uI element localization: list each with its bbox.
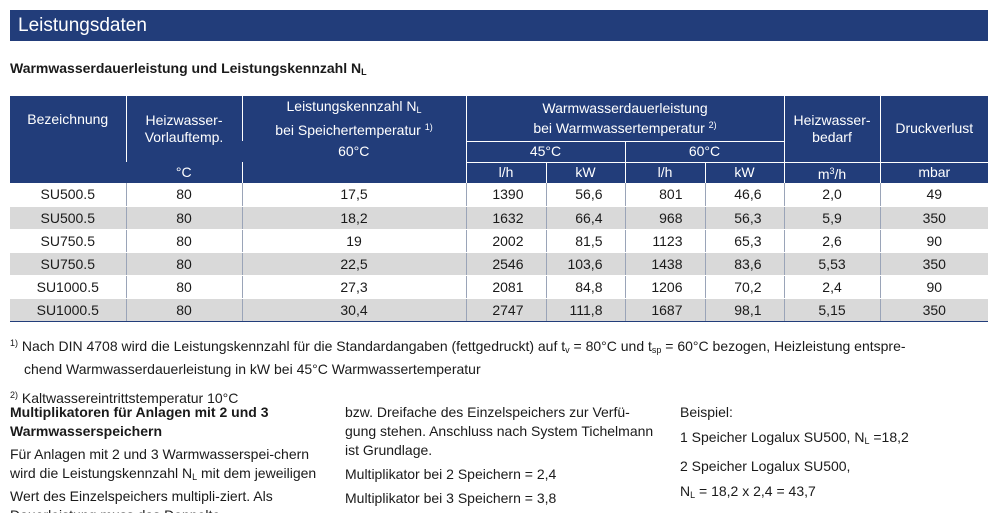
cell-kw45: 56,6: [546, 183, 625, 206]
cell-nl: 27,3: [242, 275, 466, 298]
table-row: SU500.5 80 17,5 1390 56,6 801 46,6 2,0 4…: [10, 183, 988, 206]
cell-lh45: 2747: [466, 298, 546, 321]
cell-bezeichnung: SU1000.5: [10, 275, 126, 298]
cell-vorlauf: 80: [126, 275, 242, 298]
multiplier-2: Multiplikator bei 2 Speichern = 2,4: [345, 465, 655, 484]
unit-mbar: mbar: [880, 162, 988, 183]
header-ww-60c: 60°C: [625, 141, 784, 162]
cell-bezeichnung: SU750.5: [10, 252, 126, 275]
cell-druck: 49: [880, 183, 988, 206]
unit-kw-45: kW: [546, 162, 625, 183]
table-row: SU1000.5 80 27,3 2081 84,8 1206 70,2 2,4…: [10, 275, 988, 298]
cell-vorlauf: 80: [126, 206, 242, 229]
header-leistungskennzahl: Leistungskennzahl NL bei Speichertemperat…: [242, 96, 466, 141]
cell-bedarf: 5,9: [784, 206, 880, 229]
cell-lh60: 1438: [625, 252, 705, 275]
multiplier-heading: Multiplikatoren für Anlagen mit 2 und 3 …: [10, 403, 320, 441]
table-row: SU500.5 80 18,2 1632 66,4 968 56,3 5,9 3…: [10, 206, 988, 229]
footnote-1-continued: chend Warmwasserdauerleistung in kW bei …: [10, 360, 990, 379]
performance-table: Bezeichnung Heizwasser- Vorlauftemp. Leis…: [10, 96, 988, 322]
unit-m3h: m3/h: [784, 162, 880, 183]
header-ww-45c: 45°C: [466, 141, 625, 162]
cell-bedarf: 5,15: [784, 298, 880, 321]
header-warmwasserdauerleistung: Warmwasserdauerleistung bei Warmwassertem…: [466, 96, 784, 141]
header-bezeichnung: Bezeichnung: [10, 96, 126, 183]
multiplier-text-column: Multiplikatoren für Anlagen mit 2 und 3 …: [10, 403, 320, 513]
cell-nl: 30,4: [242, 298, 466, 321]
cell-kw45: 111,8: [546, 298, 625, 321]
table-caption: Warmwasserdauerleistung und Leistungsken…: [10, 60, 367, 77]
unit-kw-60: kW: [705, 162, 784, 183]
cell-bezeichnung: SU1000.5: [10, 298, 126, 321]
multiplier-paragraph: Für Anlagen mit 2 und 3 Warmwasserspei-c…: [10, 445, 320, 513]
example-line-2: 2 Speicher Logalux SU500,: [680, 457, 990, 476]
header-nl-60c: 60°C: [242, 141, 466, 162]
cell-lh45: 2081: [466, 275, 546, 298]
unit-temp: °C: [126, 162, 242, 183]
header-vorlauftemp: Heizwasser- Vorlauftemp.: [126, 96, 242, 162]
cell-lh60: 1123: [625, 229, 705, 252]
cell-bezeichnung: SU750.5: [10, 229, 126, 252]
example-label: Beispiel:: [680, 403, 990, 422]
example-line-3: NL = 18,2 x 2,4 = 43,7: [680, 482, 990, 505]
cell-kw60: 70,2: [705, 275, 784, 298]
footnote-1: 1) Nach DIN 4708 wird die Leistungskennz…: [10, 334, 990, 360]
cell-vorlauf: 80: [126, 183, 242, 206]
cell-lh60: 1687: [625, 298, 705, 321]
cell-lh45: 2546: [466, 252, 546, 275]
cell-lh45: 2002: [466, 229, 546, 252]
header-heizwasserbedarf: Heizwasser-bedarf: [784, 96, 880, 162]
unit-lh-60: l/h: [625, 162, 705, 183]
cell-bedarf: 2,6: [784, 229, 880, 252]
cell-kw60: 56,3: [705, 206, 784, 229]
cell-bedarf: 2,0: [784, 183, 880, 206]
cell-nl: 18,2: [242, 206, 466, 229]
cell-nl: 17,5: [242, 183, 466, 206]
cell-kw45: 81,5: [546, 229, 625, 252]
cell-kw60: 83,6: [705, 252, 784, 275]
cell-druck: 350: [880, 298, 988, 321]
cell-vorlauf: 80: [126, 229, 242, 252]
header-druckverlust: Druckverlust: [880, 96, 988, 162]
unit-blank: [242, 162, 466, 183]
footnotes: 1) Nach DIN 4708 wird die Leistungskennz…: [10, 334, 990, 408]
multiplier-3: Multiplikator bei 3 Speichern = 3,8: [345, 489, 655, 508]
multiplier-values-column: bzw. Dreifache des Einzelspeichers zur V…: [345, 403, 655, 513]
table-row: SU1000.5 80 30,4 2747 111,8 1687 98,1 5,…: [10, 298, 988, 321]
cell-vorlauf: 80: [126, 252, 242, 275]
paragraph-continuation: bzw. Dreifache des Einzelspeichers zur V…: [345, 403, 655, 460]
cell-nl: 19: [242, 229, 466, 252]
cell-kw60: 65,3: [705, 229, 784, 252]
example-column: Beispiel: 1 Speicher Logalux SU500, NL =…: [680, 403, 990, 511]
section-title: Leistungsdaten: [10, 10, 988, 41]
cell-druck: 350: [880, 252, 988, 275]
cell-kw45: 103,6: [546, 252, 625, 275]
cell-lh60: 801: [625, 183, 705, 206]
cell-kw60: 46,6: [705, 183, 784, 206]
cell-druck: 90: [880, 229, 988, 252]
cell-bezeichnung: SU500.5: [10, 183, 126, 206]
cell-druck: 90: [880, 275, 988, 298]
cell-bezeichnung: SU500.5: [10, 206, 126, 229]
cell-druck: 350: [880, 206, 988, 229]
cell-kw60: 98,1: [705, 298, 784, 321]
cell-lh60: 968: [625, 206, 705, 229]
cell-kw45: 66,4: [546, 206, 625, 229]
cell-lh45: 1390: [466, 183, 546, 206]
cell-lh60: 1206: [625, 275, 705, 298]
cell-kw45: 84,8: [546, 275, 625, 298]
example-line-1: 1 Speicher Logalux SU500, NL =18,2: [680, 428, 990, 451]
unit-lh-45: l/h: [466, 162, 546, 183]
cell-vorlauf: 80: [126, 298, 242, 321]
table-row: SU750.5 80 22,5 2546 103,6 1438 83,6 5,5…: [10, 252, 988, 275]
cell-nl: 22,5: [242, 252, 466, 275]
cell-bedarf: 2,4: [784, 275, 880, 298]
cell-bedarf: 5,53: [784, 252, 880, 275]
table-row: SU750.5 80 19 2002 81,5 1123 65,3 2,6 90: [10, 229, 988, 252]
cell-lh45: 1632: [466, 206, 546, 229]
